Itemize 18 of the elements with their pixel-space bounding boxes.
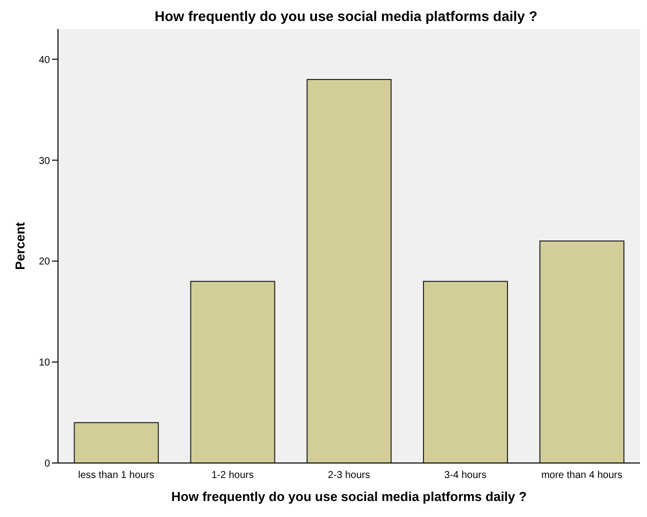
x-tick-label: more than 4 hours	[541, 470, 622, 482]
y-axis-title: Percent	[12, 221, 28, 270]
bar	[74, 422, 159, 463]
bar	[539, 240, 624, 463]
y-tick-label: 40	[38, 54, 50, 66]
x-tick-label: 1-2 hours	[211, 470, 254, 482]
y-tick-label: 20	[38, 256, 50, 268]
y-tick-label: 30	[38, 156, 50, 167]
x-axis-title: How frequently do you use social media platforms daily ?	[171, 489, 527, 504]
y-tick-label: 10	[38, 358, 50, 369]
x-tick-label: 2-3 hours	[328, 470, 370, 482]
x-tick-label: 3-4 hours	[444, 470, 487, 482]
x-tick-label: less than 1 hours	[78, 470, 154, 482]
y-tick-label: 0	[44, 458, 50, 470]
chart-title: How frequently do you use social media platforms daily ?	[154, 8, 538, 26]
bar	[190, 280, 276, 463]
bar	[422, 280, 508, 463]
bar	[306, 78, 392, 463]
